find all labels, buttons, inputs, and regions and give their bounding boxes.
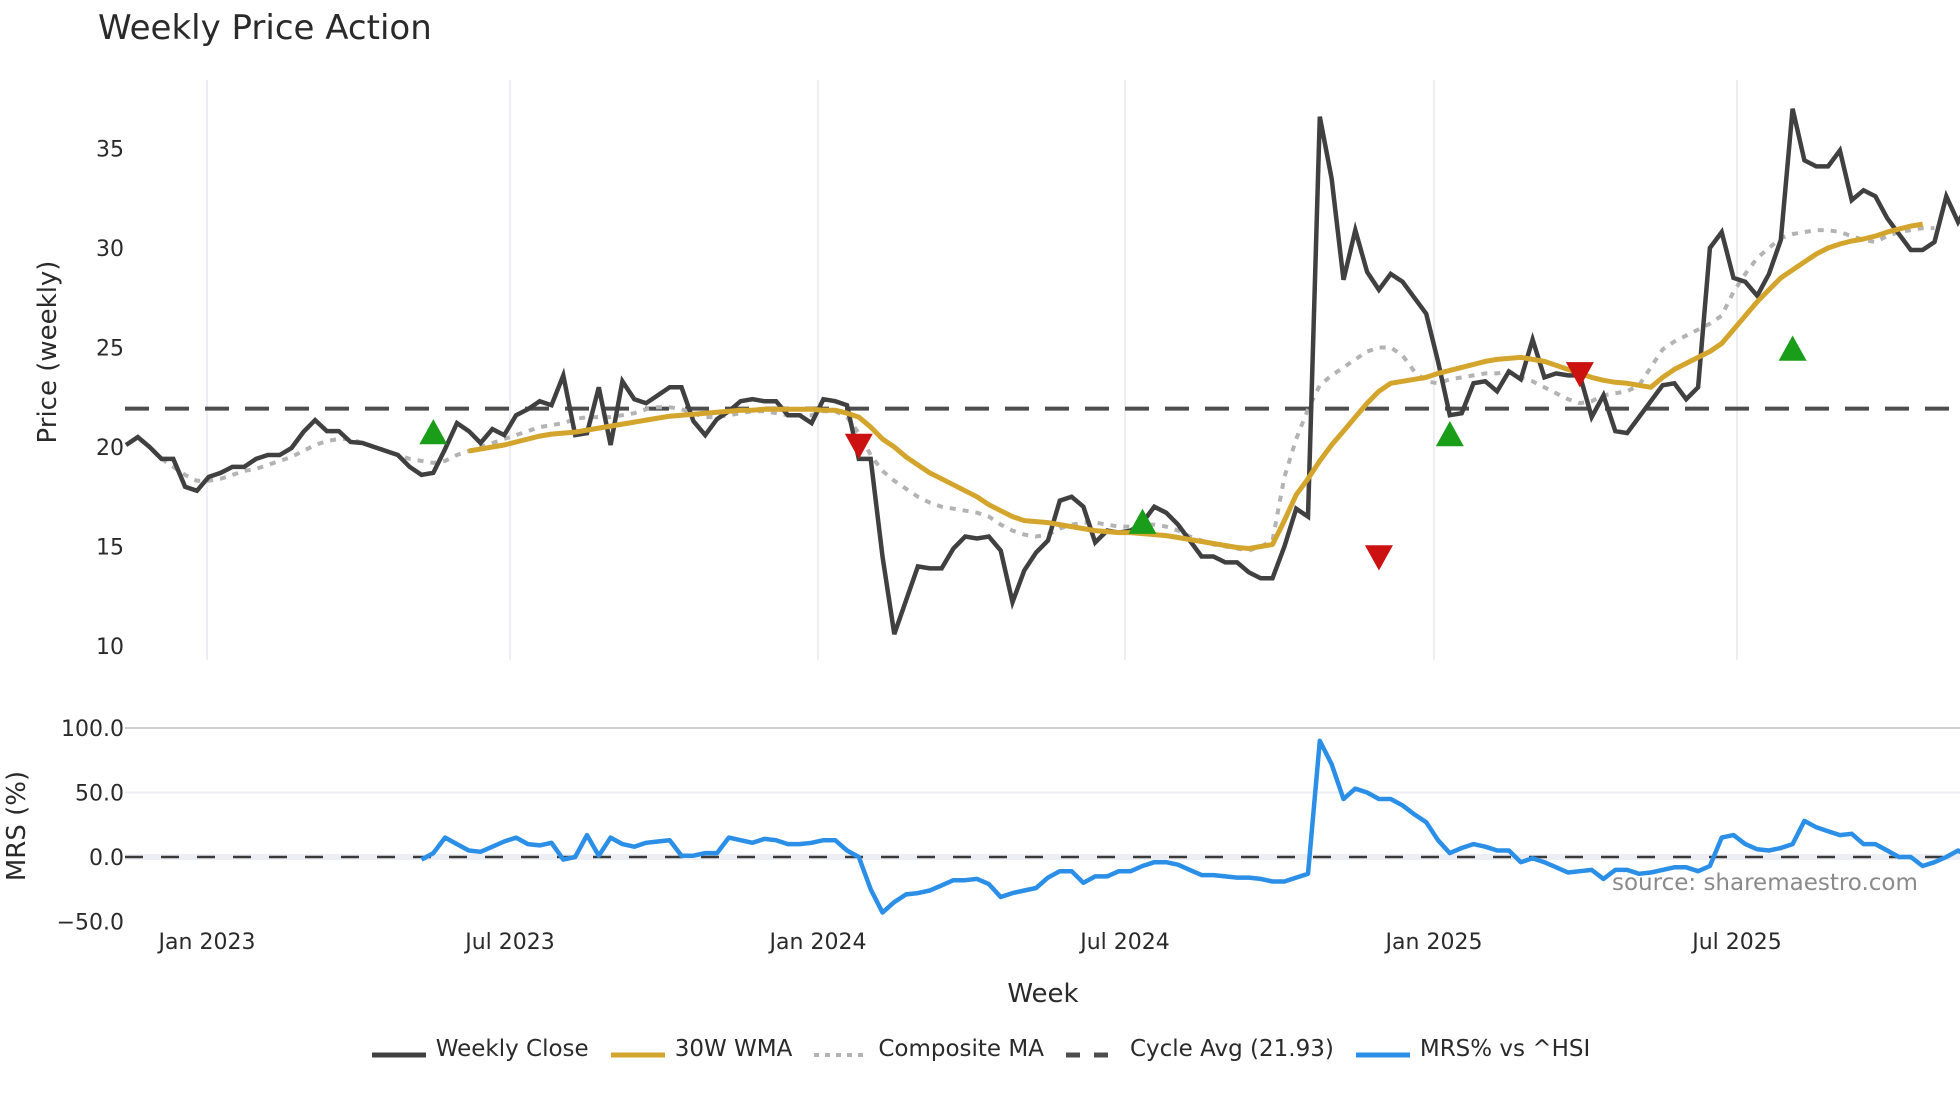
legend-item[interactable]: Cycle Avg (21.93)	[1064, 1036, 1334, 1062]
legend-label: MRS% vs ^HSI	[1419, 1036, 1591, 1062]
mrs-line	[420, 738, 1960, 915]
x-axis: Jan 2023 Jul 2023 Jan 2024 Jul 2024 Jan 2025…	[157, 930, 1782, 955]
legend-label: Composite MA	[878, 1036, 1044, 1062]
weekly-close-line	[124, 108, 1960, 635]
legend-label: Weekly Close	[435, 1036, 589, 1062]
sell-signal-icon	[1565, 362, 1594, 388]
mrs-gridlines	[125, 727, 1960, 860]
x-tick-label: Jul 2025	[1690, 930, 1782, 955]
y-tick-label: 20	[96, 436, 124, 461]
buy-signal-icon	[419, 419, 448, 445]
price-plot-area	[124, 108, 1960, 635]
buy-signal-icon	[1778, 335, 1807, 361]
legend-item[interactable]: MRS% vs ^HSI	[1354, 1036, 1590, 1062]
buy-signal-icon	[1435, 421, 1464, 447]
x-tick-label: Jul 2023	[463, 930, 555, 955]
y-tick-label: 15	[96, 536, 124, 561]
legend-item[interactable]: Composite MA	[812, 1036, 1044, 1062]
x-tick-label: Jan 2023	[157, 930, 256, 955]
mrs-plot-area	[420, 738, 1960, 915]
sell-signal-icon	[844, 433, 873, 460]
legend-line-icon	[370, 1042, 428, 1058]
sell-signal-icon	[1364, 545, 1393, 571]
x-tick-label: Jul 2024	[1078, 930, 1170, 955]
y-tick-label: 35	[96, 138, 124, 163]
legend-label: Cycle Avg (21.93)	[1129, 1036, 1334, 1062]
legend-line-icon	[812, 1042, 870, 1057]
source-watermark: source: sharemaestro.com	[1612, 870, 1918, 896]
buy-signal-icon	[1128, 508, 1157, 534]
legend-item[interactable]: 30W WMA	[609, 1036, 793, 1062]
x-tick-label: Jan 2024	[768, 930, 867, 955]
x-axis-title: Week	[1007, 979, 1078, 1009]
legend-label: 30W WMA	[674, 1036, 793, 1062]
legend-line-icon	[609, 1042, 667, 1058]
y-tick-label: 25	[96, 337, 124, 362]
y-tick-label: 10	[96, 635, 124, 660]
x-tick-label: Jan 2025	[1384, 930, 1483, 955]
price-y-axis: 10 15 20 25 30 35	[96, 138, 124, 661]
y-tick-label: 50.0	[75, 782, 124, 807]
legend-line-icon	[1064, 1042, 1122, 1058]
legend-line-icon	[1354, 1042, 1412, 1058]
y-tick-label: 100.0	[61, 717, 124, 742]
mrs-y-axis-title: MRS (%)	[2, 771, 32, 881]
chart-title: Weekly Price Action	[98, 8, 432, 48]
wma-30w-line	[468, 221, 1924, 551]
mrs-y-axis: 100.0 50.0 0.0 −50.0	[57, 717, 124, 936]
legend-item[interactable]: Weekly Close	[370, 1036, 589, 1062]
legend: Weekly Close 30W WMA Composite MA Cycle Avg…	[0, 1036, 1960, 1062]
signal-markers	[419, 335, 1807, 571]
price-y-axis-title: Price (weekly)	[33, 261, 63, 444]
y-tick-label: 0.0	[89, 846, 124, 871]
y-tick-label: 30	[96, 237, 124, 262]
vertical-gridlines	[206, 80, 1738, 660]
composite-ma-line	[160, 226, 1935, 553]
y-tick-label: −50.0	[57, 911, 124, 936]
